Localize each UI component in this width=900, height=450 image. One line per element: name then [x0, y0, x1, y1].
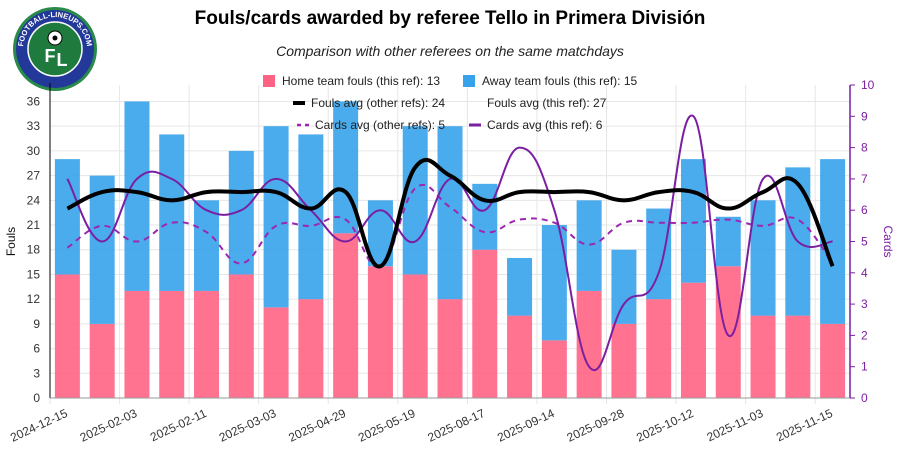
y2-tick-label: 1: [861, 360, 868, 374]
y2-tick-label: 0: [861, 391, 868, 405]
bar-home-fouls: [680, 282, 706, 398]
y2-tick-label: 6: [861, 203, 868, 217]
line-cards-avg-other-refs: [66, 183, 834, 268]
legend-swatch-home: [263, 75, 275, 87]
bar-home-fouls: [437, 299, 463, 398]
bar-away-fouls: [715, 216, 741, 267]
bar-home-fouls: [54, 274, 80, 398]
y-tick-label: 9: [33, 317, 40, 331]
chart-title: Fouls/cards awarded by referee Tello in …: [194, 8, 706, 29]
bar-home-fouls: [263, 307, 289, 398]
x-tick-label: 2025-10-12: [634, 406, 696, 445]
football-lineups-logo: F L FOOTBALL-LINEUPS.COM: [13, 7, 97, 91]
x-tick-label: 2025-02-03: [78, 406, 140, 445]
x-tick-label: 2025-09-14: [495, 406, 557, 445]
bar-home-fouls: [124, 290, 150, 398]
line-cards-avg-this-ref: [66, 114, 833, 371]
bar-away-fouls: [54, 159, 80, 275]
y2-tick-label: 4: [861, 266, 868, 280]
y-tick-label: 15: [27, 267, 41, 281]
y2-axis-title: Cards: [881, 225, 895, 257]
bar-home-fouls: [750, 315, 776, 398]
legend-swatch-away: [463, 75, 475, 87]
y-tick-label: 30: [27, 144, 41, 158]
bar-home-fouls: [472, 249, 498, 398]
y-tick-label: 21: [27, 218, 41, 232]
bar-home-fouls: [89, 323, 115, 398]
y2-tick-label: 10: [861, 78, 875, 92]
chart-subtitle: Comparison with other referees on the sa…: [276, 43, 624, 59]
bar-away-fouls: [507, 257, 533, 316]
y-tick-label: 24: [27, 193, 41, 207]
bar-away-fouls: [541, 225, 567, 341]
bar-home-fouls: [715, 266, 741, 398]
y-tick-label: 6: [33, 342, 40, 356]
x-tick-label: 2025-04-29: [286, 406, 348, 445]
bar-away-fouls: [576, 200, 602, 291]
bar-away-fouls: [646, 208, 672, 300]
y2-tick-label: 2: [861, 328, 868, 342]
y-tick-label: 33: [27, 119, 41, 133]
svg-text:L: L: [57, 50, 68, 70]
legend-label-away: Away team fouls (this ref): 15: [482, 74, 638, 88]
y-tick-label: 0: [33, 391, 40, 405]
bar-home-fouls: [507, 315, 533, 398]
bar-home-fouls: [194, 290, 220, 398]
bar-home-fouls: [402, 274, 428, 398]
bar-home-fouls: [820, 323, 846, 398]
bar-home-fouls: [159, 290, 185, 398]
bar-home-fouls: [367, 266, 393, 398]
bar-away-fouls: [611, 249, 637, 324]
bar-home-fouls: [333, 233, 359, 398]
bar-home-fouls: [541, 340, 567, 398]
y-axis-title: Fouls: [4, 227, 18, 256]
y-tick-label: 27: [27, 169, 41, 183]
y2-tick-label: 9: [861, 109, 868, 123]
y-tick-label: 18: [27, 243, 41, 257]
bar-home-fouls: [785, 315, 811, 398]
bar-away-fouls: [680, 159, 706, 283]
bar-away-fouls: [124, 101, 150, 291]
line-fouls-avg-other-refs: [66, 158, 835, 269]
x-tick-label: 2024-12-15: [8, 406, 70, 445]
legend-label-fouls-avg-this: Fouls avg (this ref): 27: [487, 96, 607, 110]
y2-tick-label: 7: [861, 172, 868, 186]
y-tick-label: 12: [27, 292, 41, 306]
bar-away-fouls: [750, 200, 776, 316]
bar-home-fouls: [646, 299, 672, 398]
svg-text:F: F: [45, 46, 56, 66]
x-tick-label: 2025-11-15: [774, 406, 835, 444]
bar-away-fouls: [159, 134, 185, 291]
bar-home-fouls: [611, 323, 637, 398]
y2-tick-label: 3: [861, 297, 868, 311]
y-tick-label: 36: [27, 94, 41, 108]
y2-tick-label: 5: [861, 235, 868, 249]
bar-home-fouls: [228, 274, 254, 398]
legend-label-cards-avg-this: Cards avg (this ref): 6: [487, 118, 603, 132]
x-tick-label: 2025-11-03: [705, 406, 766, 444]
y-tick-label: 3: [33, 366, 40, 380]
bar-away-fouls: [402, 126, 428, 275]
y2-tick-label: 8: [861, 141, 868, 155]
bar-home-fouls: [298, 299, 324, 398]
bar-away-fouls: [89, 175, 115, 324]
bar-away-fouls: [194, 200, 220, 291]
bar-away-fouls: [298, 134, 324, 300]
legend-label-home: Home team fouls (this ref): 13: [282, 74, 440, 88]
legend-label-fouls-avg-other: Fouls avg (other refs): 24: [311, 96, 445, 110]
x-tick-label: 2025-09-28: [565, 406, 627, 445]
bar-away-fouls: [263, 126, 289, 308]
x-tick-label: 2025-03-03: [217, 406, 279, 445]
x-tick-label: 2025-02-11: [148, 406, 209, 444]
legend-label-cards-avg-other: Cards avg (other refs): 5: [315, 118, 445, 132]
x-tick-label: 2025-08-17: [425, 406, 487, 445]
x-tick-label: 2025-05-19: [356, 406, 418, 445]
